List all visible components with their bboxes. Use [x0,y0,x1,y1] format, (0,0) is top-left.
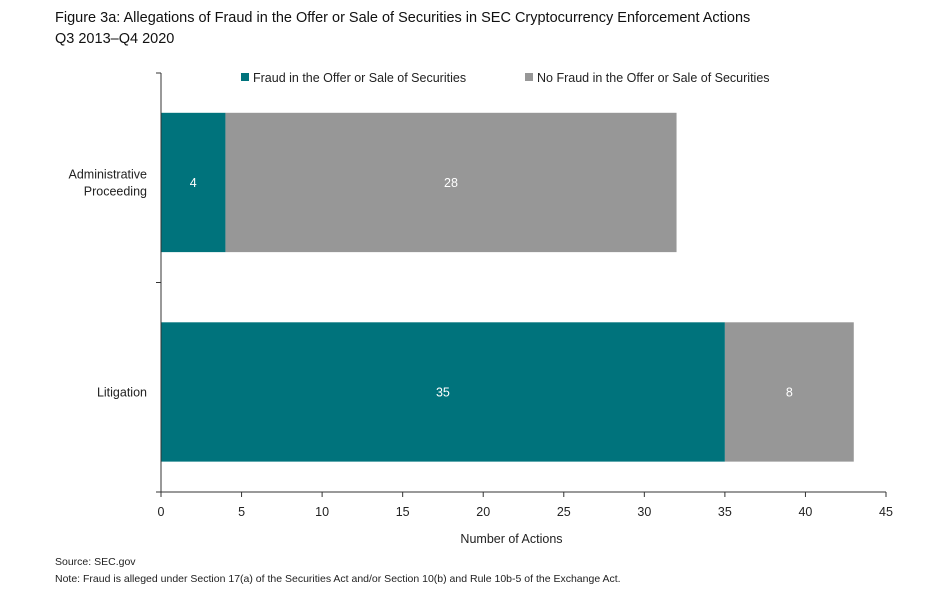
legend-label: Fraud in the Offer or Sale of Securities [253,71,466,85]
x-tick-label: 20 [476,505,490,519]
data-label: 35 [436,385,450,399]
x-axis-label: Number of Actions [460,532,562,546]
legend-label: No Fraud in the Offer or Sale of Securit… [537,71,770,85]
bar-segment [225,112,677,253]
bar-segment [161,112,226,253]
x-tick-label: 30 [637,505,651,519]
category-label: Litigation [97,385,147,399]
category-label: Proceeding [84,184,147,198]
x-tick-label: 35 [718,505,732,519]
data-label: 4 [190,176,197,190]
x-tick-label: 40 [798,505,812,519]
legend-swatch [525,73,533,81]
chart-title-block: Figure 3a: Allegations of Fraud in the O… [55,8,750,50]
footnote: Note: Fraud is alleged under Section 17(… [55,573,621,585]
bar-segment [161,322,725,462]
chart-subtitle: Q3 2013–Q4 2020 [55,31,175,47]
data-label: 8 [786,385,793,399]
category-label: Administrative [69,167,148,181]
x-tick-label: 0 [158,505,165,519]
x-tick-label: 15 [396,505,410,519]
source-note: Source: SEC.gov [55,556,136,568]
x-tick-label: 25 [557,505,571,519]
data-label: 28 [444,176,458,190]
x-tick-label: 45 [879,505,893,519]
x-tick-label: 5 [238,505,245,519]
x-tick-label: 10 [315,505,329,519]
chart-title: Figure 3a: Allegations of Fraud in the O… [55,10,751,26]
legend-swatch [241,73,249,81]
bar-segment [724,322,854,462]
